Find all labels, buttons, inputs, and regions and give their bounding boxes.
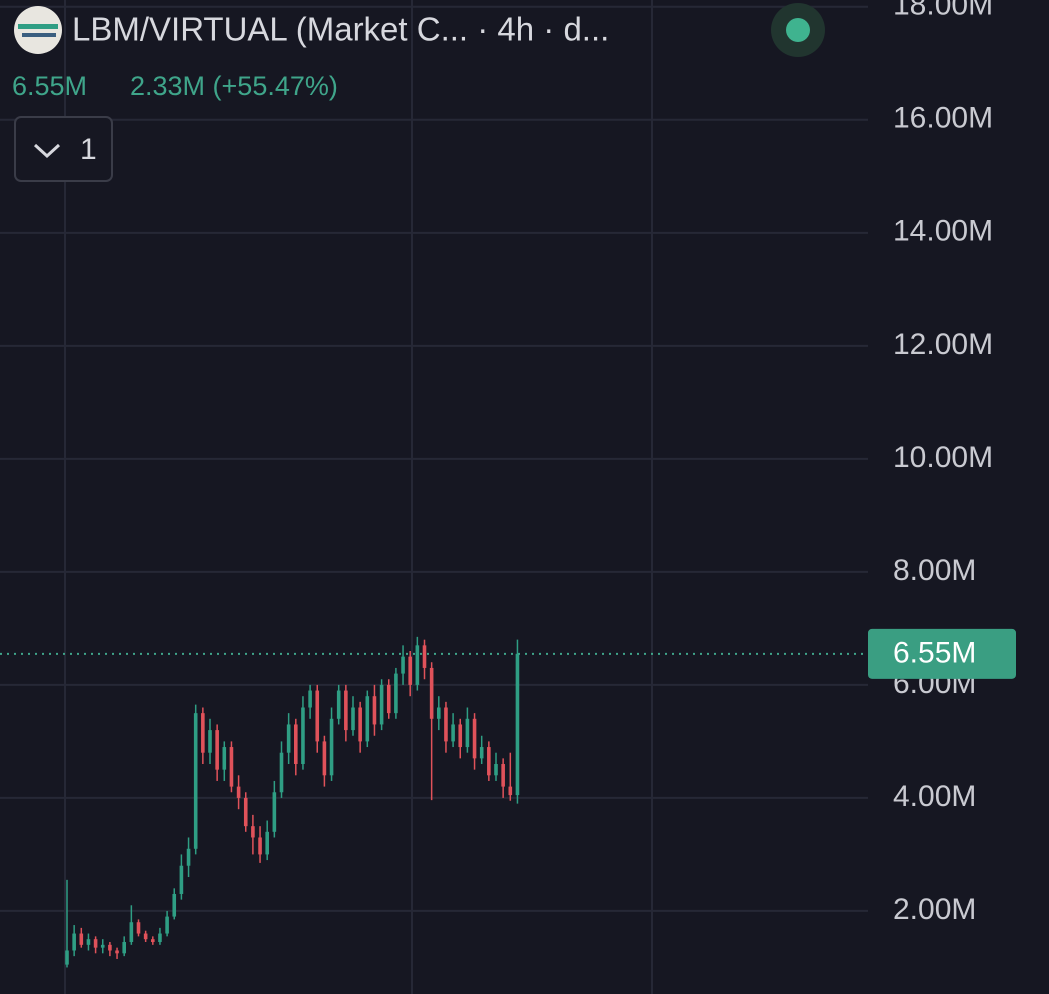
candle-body: [379, 684, 384, 725]
candle-body: [408, 656, 412, 685]
y-tick-label: 10.00M: [893, 441, 993, 474]
candle-body: [93, 939, 98, 948]
candle-body: [386, 684, 391, 714]
candle-body: [336, 690, 341, 719]
candle-body: [415, 645, 420, 685]
candle-body: [258, 837, 262, 855]
candle-body: [79, 933, 84, 945]
candle-body: [165, 916, 169, 934]
candle-body: [279, 752, 284, 793]
price-tag-label: 6.55M: [893, 637, 976, 670]
candle-body: [201, 713, 205, 753]
candle-body: [129, 922, 134, 943]
candle-body: [243, 797, 248, 827]
candle-body: [229, 747, 234, 787]
y-tick-label: 8.00M: [893, 554, 976, 587]
candle-body: [236, 786, 241, 798]
candle-body: [372, 696, 377, 725]
candle-body: [294, 724, 298, 765]
candle-body: [444, 707, 448, 742]
candle-body: [136, 922, 141, 934]
price-change: 2.33M (+55.47%): [130, 71, 338, 101]
candle-body: [479, 747, 484, 759]
candle-body: [286, 724, 291, 753]
candle-body: [301, 707, 305, 765]
candle-body: [494, 764, 498, 776]
candle-body: [394, 673, 398, 714]
candle-body: [329, 718, 334, 776]
candle-body: [344, 690, 348, 731]
candle-body: [272, 792, 277, 832]
candle-body: [322, 741, 327, 776]
candle-body: [472, 718, 477, 759]
symbol-icon: [14, 6, 62, 54]
candle-body: [179, 865, 184, 894]
header: LBM/VIRTUAL (Market C... · 4h · d... 6.5…: [12, 3, 825, 182]
candle-body: [429, 667, 434, 719]
candle-body: [501, 764, 505, 787]
candle-body: [172, 893, 177, 917]
candle-body: [115, 950, 119, 954]
candle-body: [365, 696, 370, 742]
y-tick-label: 4.00M: [893, 780, 976, 813]
candle-body: [508, 786, 513, 796]
candle-body: [351, 707, 355, 731]
plot: [0, 5, 868, 968]
candle-body: [108, 944, 112, 951]
current-price: 6.55M: [12, 71, 87, 101]
candle-body: [251, 826, 255, 838]
candle-body: [186, 848, 191, 866]
status-dot: [786, 18, 810, 42]
y-tick-label: 2.00M: [893, 893, 976, 926]
price-tag: [868, 628, 1016, 679]
candle-body: [100, 944, 105, 948]
symbol-icon-stripe: [18, 24, 58, 29]
candle-body: [315, 690, 320, 742]
candle-body: [143, 933, 148, 940]
candle-body: [487, 747, 491, 776]
candle-body: [208, 730, 212, 753]
chart-title: LBM/VIRTUAL (Market C... · 4h · d...: [72, 11, 609, 48]
candle-body: [358, 707, 362, 742]
candle-body: [437, 707, 441, 719]
y-tick-label: 18.00M: [893, 0, 993, 22]
candle-body: [458, 724, 463, 748]
candle-body: [65, 950, 69, 965]
indicator-count: 1: [80, 133, 97, 166]
candle-body: [151, 939, 155, 943]
candle-body: [215, 730, 219, 770]
candle-body: [72, 933, 76, 951]
symbol-icon-stripe: [22, 33, 56, 37]
y-tick-label: 14.00M: [893, 215, 993, 248]
candle-body: [422, 645, 427, 668]
candle-body: [451, 724, 455, 742]
candle-body: [308, 690, 312, 708]
candle-body: [265, 831, 269, 855]
candle-body: [193, 713, 198, 849]
chevron-icon: [33, 143, 61, 159]
candle-body: [158, 933, 162, 943]
y-tick-label: 16.00M: [893, 102, 993, 135]
candle-body: [515, 653, 520, 796]
candle-body: [222, 747, 227, 770]
candle-body: [86, 939, 91, 945]
candle-body: [465, 718, 470, 748]
candle-body: [122, 942, 126, 954]
y-tick-label: 12.00M: [893, 328, 993, 361]
indicator-toggle[interactable]: [14, 116, 113, 182]
candle-body: [401, 656, 405, 674]
